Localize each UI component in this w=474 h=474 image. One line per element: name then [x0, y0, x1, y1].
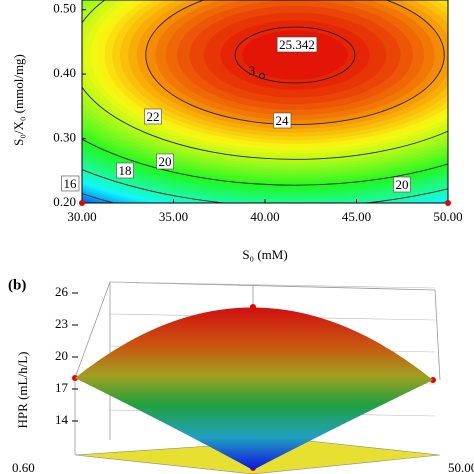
- panel-label: (b): [8, 277, 26, 293]
- y-tick-label: 0.30: [53, 130, 76, 145]
- x-tick-label: 45.00: [342, 209, 371, 224]
- design-point-marker: [259, 73, 265, 79]
- contour-label: 20: [159, 154, 172, 169]
- x-tick-label: 40.00: [250, 209, 279, 224]
- contour-label-box: [144, 108, 162, 125]
- contour-label-box: [116, 162, 134, 179]
- contour-line: [234, 26, 356, 84]
- design-point: [445, 200, 451, 206]
- z-tick-label: 14: [55, 412, 69, 427]
- y-tick-label: 0.50: [53, 1, 76, 16]
- design-point-count: 3: [249, 63, 256, 78]
- x-axis-label: S₀ (mM): [242, 247, 287, 262]
- z-grid-line: [109, 281, 436, 289]
- contour-label-box: [61, 175, 80, 192]
- contour-label: 22: [147, 109, 160, 124]
- z-axis-label: HPR (mL/h/L): [15, 352, 30, 429]
- z-tick-label: 20: [55, 348, 68, 363]
- contour-label: 24: [276, 113, 290, 128]
- contours: [82, 0, 448, 203]
- y-axis-label: S₀/X₀ (mmol/mg): [11, 54, 26, 146]
- y-tick-label: 0.20: [53, 194, 76, 209]
- contour-label: 18: [119, 163, 132, 178]
- z-tick-label: 23: [55, 316, 68, 331]
- contour-label-box: [393, 176, 411, 193]
- contour-line: [145, 0, 445, 125]
- contour-label-box: [276, 36, 318, 53]
- contour-label: 20: [396, 177, 409, 192]
- contour-label: 25.342: [279, 37, 315, 52]
- design-point: [79, 200, 85, 206]
- corner-label: 0.60: [12, 460, 35, 474]
- contour-line: [82, 0, 448, 160]
- z-tick-label: 26: [55, 284, 69, 299]
- x-tick-label: 35.00: [159, 209, 188, 224]
- x-tick-label: 50.00: [433, 209, 462, 224]
- contour-label-box: [156, 153, 174, 170]
- surface: [75, 307, 433, 470]
- x-tick-label: 30.00: [67, 209, 96, 224]
- heatmap: [82, 0, 448, 203]
- contour-label-box: [273, 112, 292, 129]
- y-tick-label: 0.40: [53, 65, 76, 80]
- z-tick-label: 17: [55, 380, 69, 395]
- heatmap-band: [242, 30, 348, 80]
- contour-label: 16: [64, 176, 78, 191]
- contour-line: [82, 138, 448, 186]
- corner-label: 50.00: [448, 460, 474, 474]
